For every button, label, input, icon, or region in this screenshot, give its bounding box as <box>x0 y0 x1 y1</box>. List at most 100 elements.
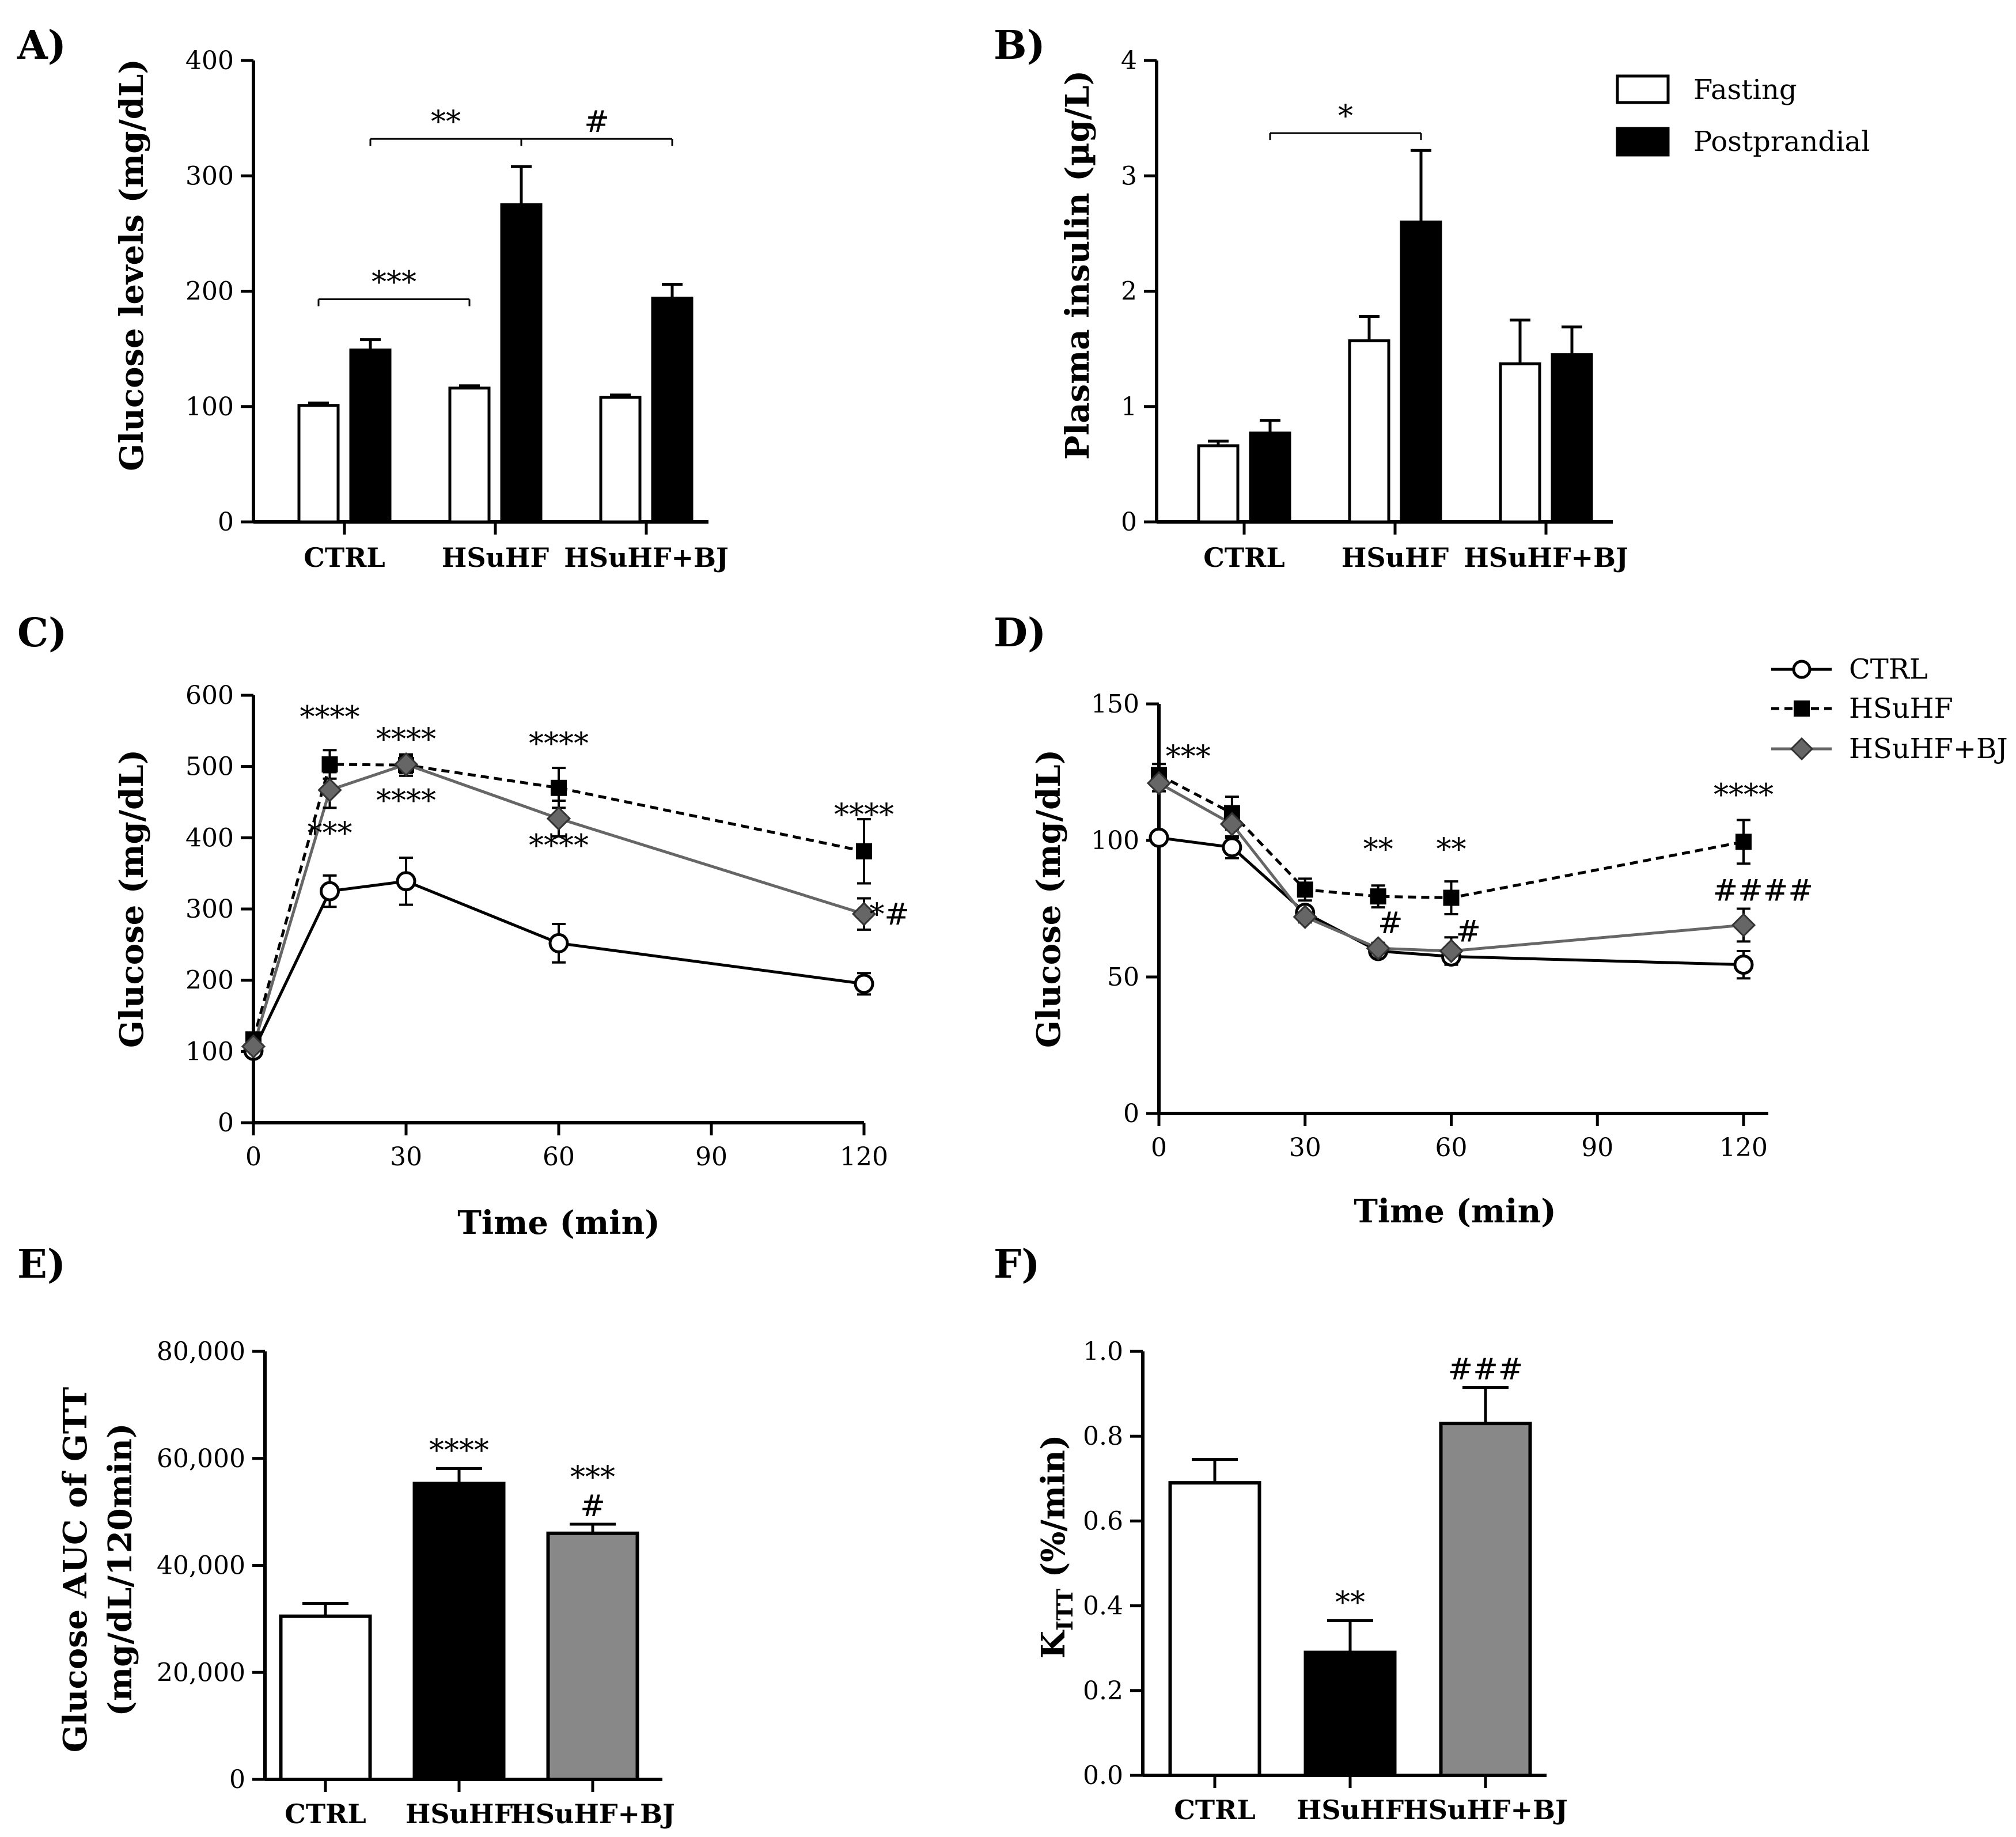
x-tick-label: 120 <box>1719 1133 1768 1162</box>
significance-label: *** <box>372 266 416 300</box>
legend-label-hsuhf-bj: HSuHF+BJ <box>1849 733 2008 765</box>
x-tick-label: 30 <box>390 1142 422 1172</box>
y-tick-label: 100 <box>185 1037 234 1066</box>
kitt-k: K <box>1034 1630 1073 1659</box>
y-tick-label: 150 <box>1091 690 1139 719</box>
significance-label: *** <box>1166 740 1211 774</box>
significance-label: **** <box>429 1433 489 1468</box>
data-point-square <box>856 843 872 859</box>
panel-f-y-axis-title: KITT (%/min) <box>1034 1434 1078 1658</box>
bar <box>546 1531 639 1781</box>
panel-b-y-axis-title: Plasma insulin (µg/L) <box>1059 70 1097 460</box>
significance-label: **** <box>376 722 436 757</box>
data-point-circle <box>396 871 416 892</box>
panel-b-axes: 0 1 2 3 4 CTRL HSuHF HSuHF+BJ * <box>1121 46 1628 573</box>
significance-label: # <box>580 1489 605 1524</box>
significance-label: **** <box>1714 778 1774 812</box>
panel-d-y-axis-title: Glucose (mg/dL) <box>1030 749 1068 1048</box>
data-point-diamond <box>1293 904 1317 929</box>
bar <box>599 396 642 524</box>
panel-f: F) 0.0 0.2 0.4 0.6 0.8 1.0 CTRL HSuHF ** HSuHF+BJ… <box>994 1241 1568 1825</box>
legend-marker-hsuhf-bj <box>1790 737 1814 761</box>
x-tick-label: HSuHF <box>442 542 550 573</box>
legend-label-fasting: Fasting <box>1693 74 1797 106</box>
bar <box>1348 339 1390 524</box>
y-tick-label: 400 <box>185 46 234 75</box>
data-point-diamond <box>1366 936 1390 961</box>
x-tick-label: HSuHF+BJ <box>564 542 728 573</box>
bar <box>1499 362 1541 524</box>
bar <box>1303 1650 1397 1778</box>
significance-label: * <box>1338 99 1353 134</box>
x-tick-label: HSuHF <box>1297 1794 1404 1825</box>
bar <box>448 387 491 524</box>
x-tick-label: CTRL <box>1203 542 1284 573</box>
panel-c-y-axis-title: Glucose (mg/dL) <box>113 749 151 1048</box>
significance-label: ** <box>1335 1585 1365 1620</box>
data-point-diamond <box>241 1034 266 1059</box>
panel-e-axes: 0 20,000 40,000 60,000 80,000 CTRL HSuHF **** HS… <box>157 1337 675 1830</box>
panel-f-axes: 0.0 0.2 0.4 0.6 0.8 1.0 CTRL HSuHF ** HSuHF+BJ ### <box>1083 1337 1568 1825</box>
legend-label-ctrl: CTRL <box>1849 653 1928 685</box>
panel-f-label: F) <box>994 1241 1040 1287</box>
data-point-circle <box>854 974 874 994</box>
y-tick-label: 100 <box>185 392 234 422</box>
data-point-diamond <box>546 806 571 831</box>
significance-label: **** <box>529 726 589 761</box>
bar <box>500 203 543 524</box>
y-tick-label: 0 <box>1121 507 1137 537</box>
significance-label: # <box>584 105 609 139</box>
data-point-diamond <box>851 902 877 926</box>
legend-marker-hsuhf <box>1794 700 1810 717</box>
y-tick-label: 600 <box>185 681 234 710</box>
bar <box>349 349 392 524</box>
bar <box>1249 431 1291 524</box>
data-point-circle <box>1733 955 1754 975</box>
data-point-square <box>1297 881 1313 898</box>
significance-label: ** <box>1437 832 1466 867</box>
significance-label: **** <box>529 828 589 863</box>
data-point-square <box>1735 834 1752 850</box>
bar <box>1551 353 1593 524</box>
significance-label: *** <box>570 1460 615 1495</box>
kitt-unit: (%/min) <box>1034 1434 1073 1588</box>
significance-label: ** <box>1363 832 1393 867</box>
significance-label: *** <box>308 816 353 851</box>
y-tick-label: 300 <box>185 161 234 191</box>
y-tick-label: 0.6 <box>1083 1506 1123 1536</box>
panel-d-legend: CTRL HSuHF HSuHF+BJ <box>1771 653 2008 765</box>
y-tick-label: 1 <box>1121 392 1137 422</box>
legend-swatch-fasting <box>1616 74 1670 104</box>
data-point-square <box>1370 888 1386 905</box>
y-tick-label: 0.0 <box>1083 1761 1123 1790</box>
y-tick-label: 3 <box>1121 161 1137 191</box>
data-point-square <box>551 779 567 796</box>
significance-label: # <box>1456 914 1481 949</box>
y-tick-label: 0 <box>218 1108 234 1138</box>
y-tick-label: 400 <box>185 823 234 853</box>
bar <box>1197 444 1240 524</box>
data-point-circle <box>548 933 569 953</box>
y-tick-label: 50 <box>1107 963 1139 992</box>
significance-label: **** <box>300 700 360 735</box>
panel-c-x-axis-title: Time (min) <box>457 1204 660 1242</box>
x-tick-label: CTRL <box>1174 1794 1255 1825</box>
x-tick-label: CTRL <box>285 1798 366 1830</box>
significance-label: #### <box>1713 873 1813 908</box>
legend-marker-ctrl <box>1792 660 1812 679</box>
data-point-diamond <box>393 752 419 777</box>
x-tick-label: 60 <box>1435 1133 1468 1162</box>
significance-label: ### <box>1448 1353 1524 1387</box>
legend-swatch-postprandial <box>1616 127 1670 157</box>
x-tick-label: 0 <box>245 1142 262 1172</box>
significance-label: **** <box>834 798 894 832</box>
panel-a-y-axis-title: Glucose levels (mg/dL) <box>113 59 151 471</box>
significance-label: **** <box>376 783 436 818</box>
data-point-circle <box>320 881 340 902</box>
x-tick-label: 120 <box>840 1142 888 1172</box>
